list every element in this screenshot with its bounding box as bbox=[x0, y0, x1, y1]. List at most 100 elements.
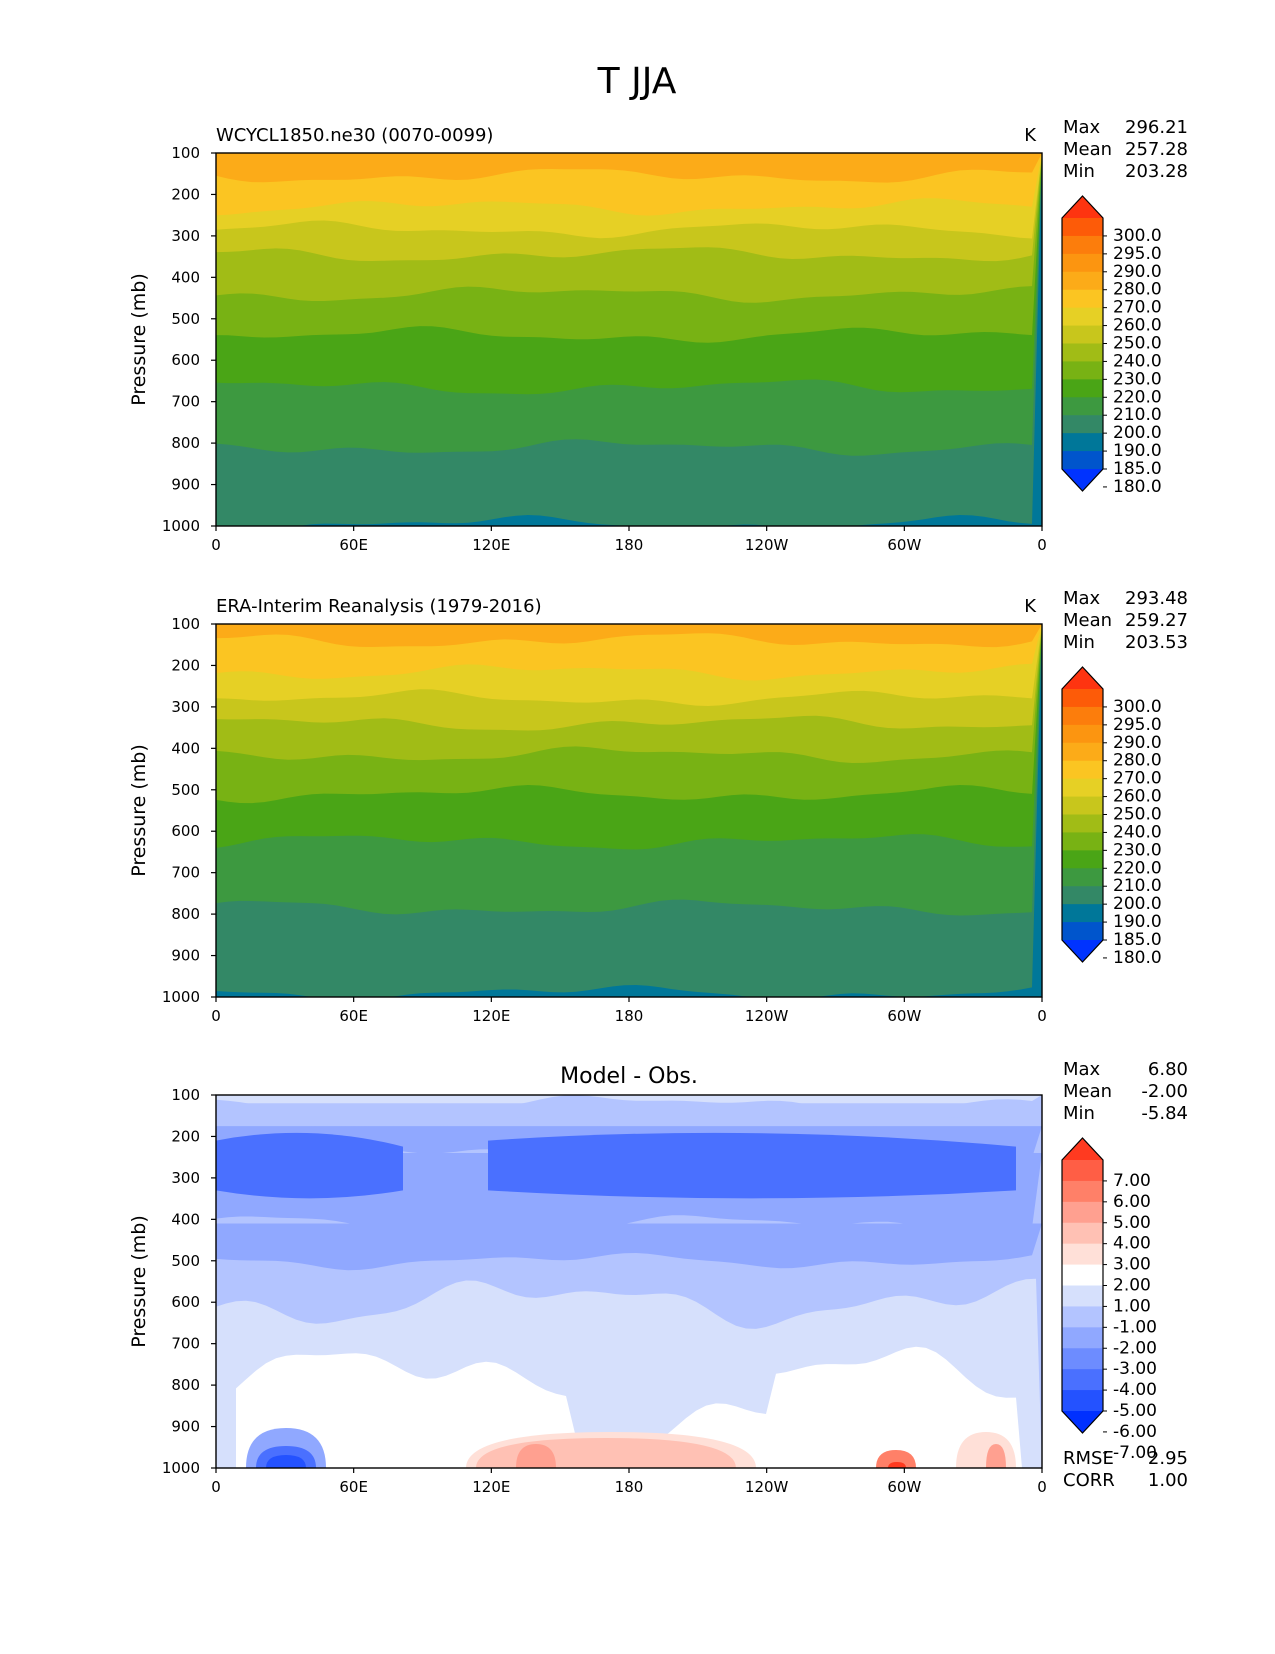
colorbar-label: 230.0 bbox=[1113, 840, 1162, 860]
x-tick-label: 60W bbox=[887, 1478, 921, 1496]
colorbar-label: 295.0 bbox=[1113, 715, 1162, 735]
colorbar-segment bbox=[1062, 1348, 1103, 1370]
x-tick-label: 120W bbox=[745, 1007, 789, 1025]
colorbar-label: 6.00 bbox=[1113, 1192, 1151, 1212]
stat-value: 259.27 bbox=[1125, 610, 1188, 631]
colorbar-label: 240.0 bbox=[1113, 822, 1162, 842]
colorbar-label: 185.0 bbox=[1113, 459, 1162, 479]
plot-area bbox=[216, 1095, 1042, 1468]
y-tick-label: 400 bbox=[171, 268, 200, 286]
colorbar-segment bbox=[1062, 289, 1103, 309]
y-tick-label: 200 bbox=[171, 185, 200, 203]
contour-band bbox=[236, 1346, 1022, 1468]
colorbar-extend-min bbox=[1062, 469, 1103, 491]
x-tick-label: 60W bbox=[887, 1007, 921, 1025]
colorbar-extend-min bbox=[1062, 1411, 1103, 1433]
colorbar-label: -4.00 bbox=[1113, 1380, 1157, 1400]
colorbar-label: 295.0 bbox=[1113, 244, 1162, 264]
x-tick-label: 60E bbox=[339, 1478, 368, 1496]
x-tick-label: 60E bbox=[339, 1007, 368, 1025]
plot-area bbox=[216, 153, 1042, 526]
colorbar-label: 280.0 bbox=[1113, 751, 1162, 771]
colorbar-segment bbox=[1062, 235, 1103, 255]
colorbar-segment bbox=[1062, 724, 1103, 744]
panel-2: 100 200 300 400 500 600 700 800 900 1000 0 60E 120E 1… bbox=[128, 588, 1188, 1025]
contour-band bbox=[516, 1444, 556, 1468]
colorbar-label: 210.0 bbox=[1113, 876, 1162, 896]
y-tick-label: 400 bbox=[171, 1210, 200, 1228]
y-axis-label: Pressure (mb) bbox=[128, 1215, 150, 1348]
colorbar-label: -7.00 bbox=[1113, 1443, 1157, 1463]
colorbar-segment bbox=[1062, 397, 1103, 416]
stat-label: Min bbox=[1063, 632, 1095, 653]
y-tick-label: 500 bbox=[171, 1252, 200, 1270]
y-tick-label: 100 bbox=[171, 144, 200, 162]
colorbar-label: 5.00 bbox=[1113, 1213, 1151, 1233]
units-label: K bbox=[1024, 596, 1037, 617]
colorbar-label: -3.00 bbox=[1113, 1359, 1157, 1379]
stat-label: Min bbox=[1063, 1103, 1095, 1124]
colorbar-segment bbox=[1062, 218, 1103, 237]
x-tick-label: 0 bbox=[211, 536, 221, 554]
x-tick-label: 0 bbox=[1037, 536, 1047, 554]
colorbar-segment bbox=[1062, 307, 1103, 327]
y-tick-label: 300 bbox=[171, 227, 200, 245]
colorbar-segment bbox=[1062, 689, 1103, 708]
stat-value: -2.00 bbox=[1141, 1081, 1188, 1102]
colorbar-segment bbox=[1062, 1264, 1103, 1287]
colorbar-label: 200.0 bbox=[1113, 894, 1162, 914]
colorbar-segment bbox=[1062, 1180, 1103, 1203]
colorbar-segment bbox=[1062, 742, 1103, 762]
plot-area bbox=[216, 624, 1042, 997]
stat-value: 296.21 bbox=[1125, 117, 1188, 138]
y-tick-label: 1000 bbox=[162, 988, 200, 1006]
colorbar-label: -2.00 bbox=[1113, 1338, 1157, 1358]
colorbar-segment bbox=[1062, 1222, 1103, 1245]
stat-label: Mean bbox=[1063, 1081, 1112, 1102]
x-tick-label: 60W bbox=[887, 536, 921, 554]
y-tick-label: 100 bbox=[171, 1086, 200, 1104]
colorbar-extend-min bbox=[1062, 940, 1103, 962]
x-tick-label: 180 bbox=[615, 1007, 644, 1025]
y-axis-label: Pressure (mb) bbox=[128, 273, 150, 406]
colorbar-label: 3.00 bbox=[1113, 1255, 1151, 1275]
figure-title: T JJA bbox=[597, 61, 677, 102]
x-tick-label: 0 bbox=[1037, 1007, 1047, 1025]
stat-label: Max bbox=[1063, 117, 1101, 138]
contour-band bbox=[266, 1455, 306, 1468]
colorbar-segment bbox=[1062, 1390, 1103, 1412]
colorbar-segment bbox=[1062, 1160, 1103, 1182]
y-tick-label: 1000 bbox=[162, 517, 200, 535]
contour-band bbox=[876, 1450, 916, 1468]
colorbar-segment bbox=[1062, 706, 1103, 726]
colorbar-label: 270.0 bbox=[1113, 298, 1162, 318]
colorbar-segment bbox=[1062, 433, 1103, 452]
colorbar-label: 250.0 bbox=[1113, 805, 1162, 825]
colorbar-extend-max bbox=[1062, 667, 1103, 689]
colorbar-label: -5.00 bbox=[1113, 1401, 1157, 1421]
colorbar-extend-max bbox=[1062, 1138, 1103, 1160]
x-tick-label: 120E bbox=[472, 536, 510, 554]
colorbar-label: 220.0 bbox=[1113, 387, 1162, 407]
colorbar-label: -1.00 bbox=[1113, 1317, 1157, 1337]
y-tick-label: 300 bbox=[171, 698, 200, 716]
y-tick-label: 700 bbox=[171, 393, 200, 411]
colorbar-label: 300.0 bbox=[1113, 226, 1162, 246]
colorbar-label: 180.0 bbox=[1113, 477, 1162, 497]
y-tick-label: 500 bbox=[171, 781, 200, 799]
x-tick-label: 0 bbox=[1037, 1478, 1047, 1496]
units-label: K bbox=[1024, 125, 1037, 146]
colorbar-segment bbox=[1062, 868, 1103, 887]
y-tick-label: 600 bbox=[171, 351, 200, 369]
x-tick-label: 180 bbox=[615, 536, 644, 554]
contour-band bbox=[216, 1132, 403, 1199]
colorbar-label: 210.0 bbox=[1113, 405, 1162, 425]
colorbar-label: 240.0 bbox=[1113, 351, 1162, 371]
x-tick-label: 120E bbox=[472, 1007, 510, 1025]
colorbar-label: 230.0 bbox=[1113, 369, 1162, 389]
colorbar-label: 290.0 bbox=[1113, 733, 1162, 753]
footer-stat-label: CORR bbox=[1063, 1470, 1115, 1491]
y-tick-label: 300 bbox=[171, 1169, 200, 1187]
colorbar-label: 1.00 bbox=[1113, 1296, 1151, 1316]
colorbar-segment bbox=[1062, 343, 1103, 363]
